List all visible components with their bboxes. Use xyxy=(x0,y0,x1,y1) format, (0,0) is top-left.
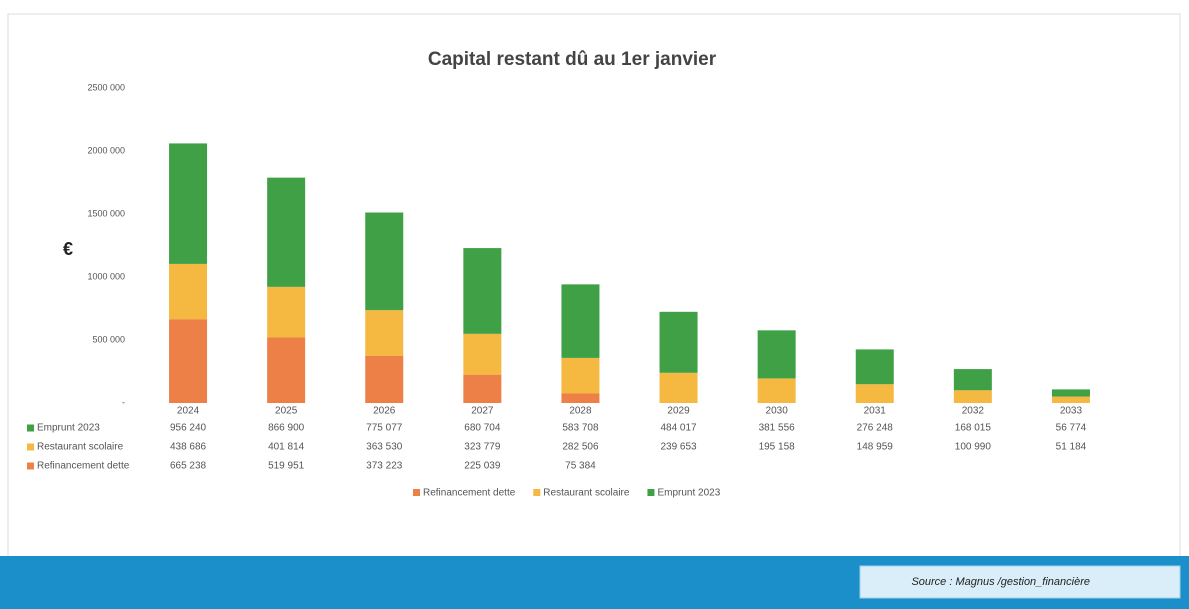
bar-segment xyxy=(855,384,894,403)
table-cell: 75 384 xyxy=(565,461,596,472)
table-cell: 373 223 xyxy=(366,461,403,472)
table-cell: 56 774 xyxy=(1056,423,1087,434)
y-tick-label: - xyxy=(122,397,125,407)
bar-segment xyxy=(365,310,404,356)
y-tick-label: 500 000 xyxy=(92,334,125,344)
legend-key xyxy=(647,489,655,496)
y-axis-label: € xyxy=(63,239,73,259)
bar-segment xyxy=(169,263,208,320)
table-cell: 282 506 xyxy=(562,442,599,453)
bar-segment xyxy=(953,390,992,403)
bar-segment xyxy=(561,284,600,358)
table-key xyxy=(27,462,34,470)
x-tick-label: 2031 xyxy=(864,406,887,417)
bar-segment xyxy=(1051,396,1090,403)
x-tick-label: 2028 xyxy=(569,406,592,417)
x-tick-label: 2032 xyxy=(962,406,985,417)
source-box xyxy=(859,565,1181,599)
table-cell: 195 158 xyxy=(759,442,796,453)
legend-label: Restaurant scolaire xyxy=(543,488,630,499)
bar-segment xyxy=(267,337,306,403)
table-cell: 583 708 xyxy=(562,423,599,434)
table-cell: 484 017 xyxy=(660,423,697,434)
x-tick-label: 2027 xyxy=(471,406,494,417)
x-tick-label: 2026 xyxy=(373,406,396,417)
table-cell: 100 990 xyxy=(955,442,992,453)
table-row-label: Restaurant scolaire xyxy=(37,442,124,453)
legend-label: Refinancement dette xyxy=(423,488,516,499)
bar-segment xyxy=(267,286,306,338)
table-cell: 956 240 xyxy=(170,423,207,434)
bar-segment xyxy=(757,330,796,379)
bar-segment xyxy=(1051,389,1090,397)
table-cell: 239 653 xyxy=(660,442,697,453)
table-row-label: Emprunt 2023 xyxy=(37,423,100,434)
bar-segment xyxy=(463,374,502,403)
legend-key xyxy=(413,489,420,496)
bar-segment xyxy=(365,355,404,403)
x-tick-label: 2025 xyxy=(275,406,298,417)
table-cell: 519 951 xyxy=(268,461,305,472)
source: Source : Magnus /gestion_financière xyxy=(911,576,1090,588)
table-key xyxy=(27,424,34,432)
bar-segment xyxy=(659,372,698,403)
table-key xyxy=(27,443,34,451)
bar-segment xyxy=(561,393,600,403)
table-cell: 866 900 xyxy=(268,423,305,434)
bar-segment xyxy=(659,311,698,373)
table-cell: 680 704 xyxy=(464,423,501,434)
y-tick-label: 2500 000 xyxy=(87,82,125,92)
table-cell: 438 686 xyxy=(170,442,207,453)
bar-segment xyxy=(365,212,404,311)
table-cell: 381 556 xyxy=(759,423,796,434)
y-tick-label: 2000 000 xyxy=(87,145,125,155)
chart-title: Capital restant dû au 1er janvier xyxy=(428,49,717,70)
table-cell: 148 959 xyxy=(857,442,894,453)
legend-label: Emprunt 2023 xyxy=(657,488,720,499)
table-cell: 323 779 xyxy=(464,442,501,453)
table-cell: 775 077 xyxy=(366,423,403,434)
bar-segment xyxy=(267,177,306,287)
x-tick-label: 2030 xyxy=(766,406,789,417)
table-cell: 363 530 xyxy=(366,442,403,453)
bar-segment xyxy=(757,378,796,403)
table-cell: 51 184 xyxy=(1056,442,1087,453)
bar-segment xyxy=(463,248,502,334)
bar-segment xyxy=(169,143,208,264)
y-tick-label: 1000 000 xyxy=(87,271,125,281)
bar-segment xyxy=(855,349,894,385)
x-tick-label: 2033 xyxy=(1060,406,1083,417)
legend-key xyxy=(533,489,541,496)
y-tick-label: 1500 000 xyxy=(87,208,125,218)
table-cell: 168 015 xyxy=(955,423,992,434)
bar-segment xyxy=(561,357,600,394)
table-cell: 225 039 xyxy=(464,461,501,472)
bar-segment xyxy=(463,333,502,375)
bar-segment xyxy=(169,319,208,403)
table-row-label: Refinancement dette xyxy=(37,461,130,472)
table-cell: 665 238 xyxy=(170,461,207,472)
table-cell: 276 248 xyxy=(857,423,894,434)
bar-segment xyxy=(953,369,992,391)
x-tick-label: 2029 xyxy=(667,406,690,417)
table-cell: 401 814 xyxy=(268,442,305,453)
x-tick-label: 2024 xyxy=(177,406,200,417)
